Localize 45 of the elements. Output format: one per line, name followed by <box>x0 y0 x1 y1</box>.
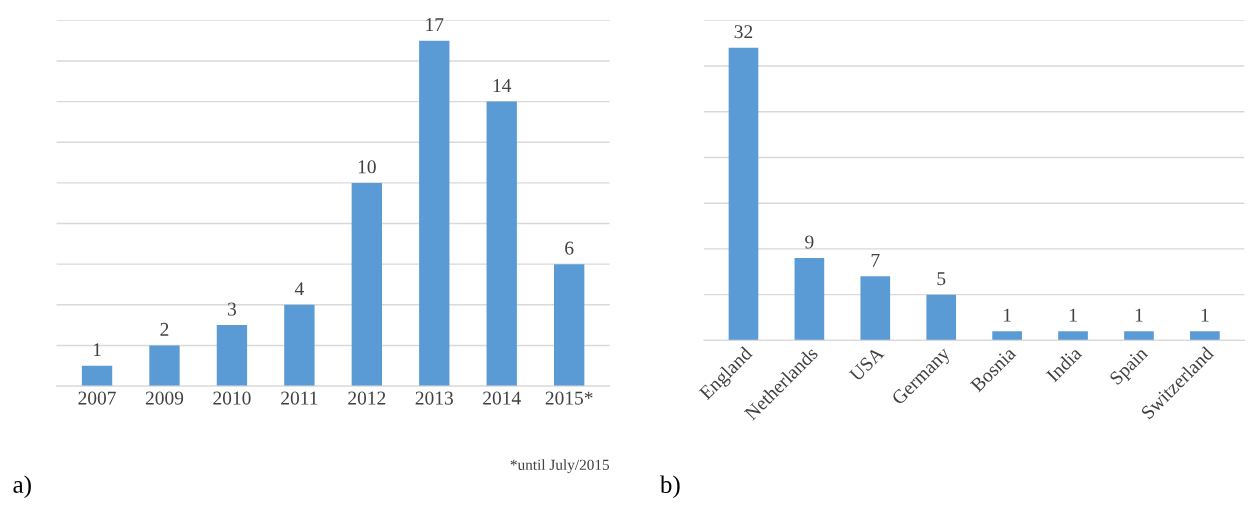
bar <box>486 101 517 387</box>
bar <box>1124 331 1154 341</box>
bar <box>351 182 383 387</box>
data-label: 1 <box>1003 308 1011 322</box>
data-label: 1 <box>1135 308 1143 322</box>
data-label: 1 <box>1069 308 1077 322</box>
text: b) <box>659 475 680 499</box>
x-tick-label: 2007 <box>78 391 116 405</box>
bar <box>216 325 248 387</box>
data-label: 7 <box>871 253 880 267</box>
bar <box>149 345 180 387</box>
text: *until July/2015 <box>510 459 610 474</box>
bar <box>419 40 450 387</box>
x-tick-label: 2014 <box>483 391 521 405</box>
x-tick-label: USA <box>848 345 885 383</box>
text: a) <box>13 475 31 499</box>
data-label: 5 <box>937 272 946 286</box>
bar <box>860 276 891 341</box>
data-label: 1 <box>93 343 101 357</box>
data-label: 32 <box>734 25 753 39</box>
x-tick-label: 2012 <box>348 391 386 405</box>
x-tick-label: 2009 <box>145 391 184 405</box>
bar <box>992 331 1022 341</box>
bar <box>81 365 113 387</box>
data-label: 1 <box>1201 308 1209 322</box>
data-label: 6 <box>565 241 574 255</box>
data-label: 4 <box>294 282 304 296</box>
x-tick-label: 2015* <box>545 391 593 405</box>
data-label: 10 <box>358 160 376 174</box>
bar <box>284 304 315 387</box>
bar <box>554 264 585 387</box>
x-tick-label: India <box>1045 345 1083 383</box>
data-label: 2 <box>160 322 169 336</box>
bar <box>728 47 759 341</box>
bar <box>1058 331 1088 341</box>
bar <box>926 294 957 341</box>
bar <box>794 258 825 341</box>
data-label: 17 <box>426 18 444 31</box>
data-label: 9 <box>805 235 814 249</box>
x-tick-label: 2011 <box>281 391 318 405</box>
data-label: 14 <box>493 79 512 92</box>
data-label: 3 <box>228 302 237 316</box>
x-tick-label: 2013 <box>415 391 453 405</box>
x-tick-label: 2010 <box>213 391 251 405</box>
bar <box>1190 331 1220 341</box>
